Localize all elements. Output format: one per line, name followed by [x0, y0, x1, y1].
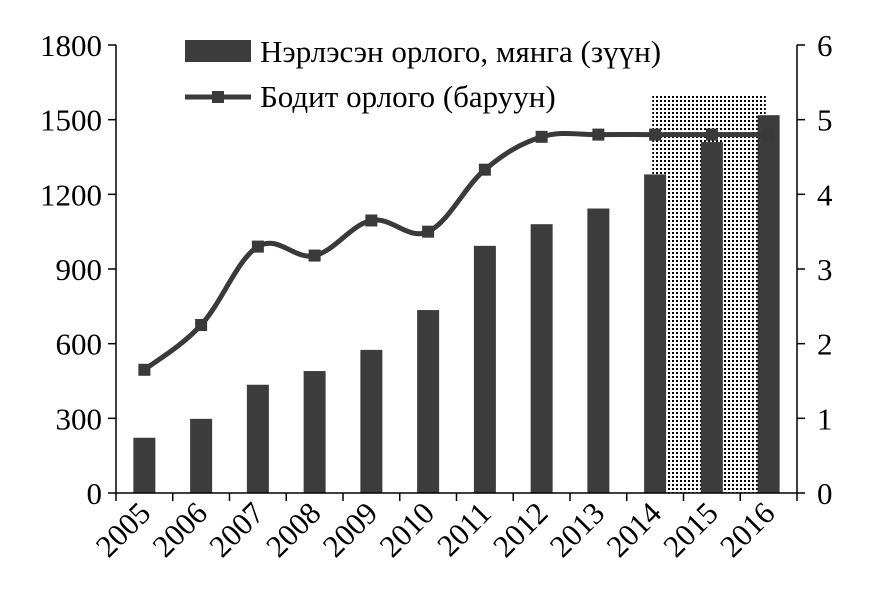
- legend-label-line: Бодит орлого (баруун): [260, 79, 556, 114]
- x-tick-label: 2006: [145, 495, 214, 564]
- right-tick-label: 0: [817, 476, 833, 511]
- bar-2011: [473, 245, 496, 493]
- left-tick-label: 1500: [40, 103, 102, 138]
- right-tick-label: 6: [817, 28, 833, 63]
- left-tick-label: 1800: [40, 28, 102, 63]
- x-tick-label: 2007: [202, 495, 271, 564]
- x-tick-label: 2013: [543, 495, 612, 564]
- x-tick-label: 2014: [599, 495, 668, 564]
- x-tick-label: 2015: [656, 495, 725, 564]
- legend-label-bars: Нэрлэсэн орлого, мянга (зүүн): [260, 34, 661, 69]
- line-marker-2011: [478, 163, 491, 176]
- right-tick-label: 4: [817, 177, 833, 212]
- bar-2010: [417, 310, 440, 493]
- bar-2013: [587, 208, 610, 493]
- x-tick-label: 2011: [430, 495, 498, 563]
- line-marker-2012: [535, 130, 548, 143]
- line-marker-2016: [762, 128, 775, 141]
- right-tick-label: 1: [817, 401, 833, 436]
- line-marker-2007: [251, 240, 264, 253]
- right-tick-label: 3: [817, 252, 833, 287]
- bar-2016: [757, 115, 780, 493]
- right-tick-label: 5: [817, 103, 833, 138]
- line-marker-2010: [422, 225, 435, 238]
- line-marker-2014: [649, 128, 662, 141]
- legend-swatch-bars: [185, 40, 251, 62]
- x-tick-label: 2008: [259, 495, 328, 564]
- bar-2006: [190, 418, 213, 493]
- left-tick-label: 600: [56, 327, 103, 362]
- x-tick-label: 2012: [486, 495, 555, 564]
- line-marker-2008: [308, 249, 321, 262]
- left-tick-label: 300: [56, 401, 103, 436]
- x-tick-label: 2009: [316, 495, 385, 564]
- line-marker-2015: [705, 128, 718, 141]
- left-tick-label: 1200: [40, 177, 102, 212]
- bar-2012: [530, 224, 553, 493]
- line-marker-2013: [592, 128, 605, 141]
- bar-2008: [303, 371, 326, 493]
- line-marker-2005: [138, 363, 151, 376]
- x-tick-label: 2010: [372, 495, 441, 564]
- left-tick-label: 900: [56, 252, 103, 287]
- bar-2005: [133, 437, 156, 493]
- line-marker-2009: [365, 214, 378, 227]
- left-tick-label: 0: [87, 476, 103, 511]
- bar-2015: [700, 142, 723, 494]
- line-marker-2006: [195, 319, 208, 331]
- bar-2007: [246, 384, 269, 493]
- x-tick-label: 2016: [713, 495, 782, 564]
- right-tick-label: 2: [817, 327, 833, 362]
- bar-2014: [644, 174, 667, 493]
- legend-swatch-marker: [212, 91, 224, 103]
- bar-2009: [360, 349, 383, 493]
